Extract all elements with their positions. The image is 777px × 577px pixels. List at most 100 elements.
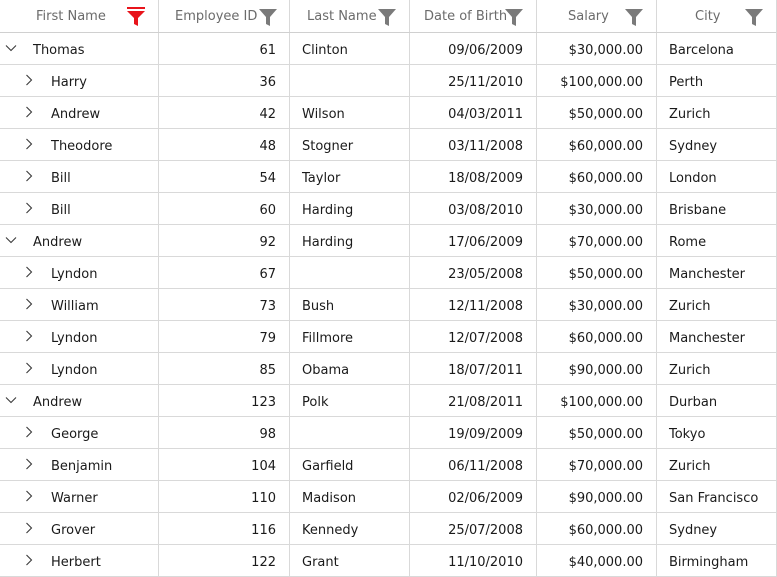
cell-city[interactable]: Rome xyxy=(657,225,777,257)
cell-city[interactable]: Brisbane xyxy=(657,193,777,225)
chevron-right-icon[interactable] xyxy=(22,169,36,183)
cell-salary[interactable]: $100,000.00 xyxy=(537,65,657,97)
cell-last[interactable]: Harding xyxy=(290,193,410,225)
cell-salary[interactable]: $100,000.00 xyxy=(537,385,657,417)
cell-id[interactable]: 60 xyxy=(159,193,290,225)
cell-first[interactable]: Andrew xyxy=(0,225,159,257)
cell-city[interactable]: Barcelona xyxy=(657,33,777,65)
filter-icon[interactable] xyxy=(623,6,645,28)
cell-salary[interactable]: $70,000.00 xyxy=(537,449,657,481)
cell-salary[interactable]: $60,000.00 xyxy=(537,129,657,161)
column-header-dob[interactable]: Date of Birth xyxy=(410,0,537,32)
filter-icon[interactable] xyxy=(503,6,525,28)
cell-city[interactable]: Zurich xyxy=(657,449,777,481)
chevron-down-icon[interactable] xyxy=(4,41,18,55)
cell-first[interactable]: Grover xyxy=(0,513,159,545)
cell-salary[interactable]: $30,000.00 xyxy=(537,193,657,225)
chevron-right-icon[interactable] xyxy=(22,73,36,87)
filter-icon[interactable] xyxy=(743,6,765,28)
column-header-first[interactable]: First Name xyxy=(0,0,159,32)
chevron-right-icon[interactable] xyxy=(22,201,36,215)
cell-dob[interactable]: 06/11/2008 xyxy=(410,449,537,481)
child-row[interactable]: Theodore 48 Stogner 03/11/2008 $60,000.00 Syd… xyxy=(0,129,777,161)
cell-id[interactable]: 48 xyxy=(159,129,290,161)
cell-city[interactable]: Zurich xyxy=(657,289,777,321)
cell-id[interactable]: 79 xyxy=(159,321,290,353)
chevron-down-icon[interactable] xyxy=(4,233,18,247)
child-row[interactable]: Lyndon 67 23/05/2008 $50,000.00 Manchester xyxy=(0,257,777,289)
column-header-last[interactable]: Last Name xyxy=(290,0,410,32)
cell-salary[interactable]: $60,000.00 xyxy=(537,161,657,193)
cell-dob[interactable]: 03/08/2010 xyxy=(410,193,537,225)
cell-last[interactable]: Bush xyxy=(290,289,410,321)
cell-dob[interactable]: 12/07/2008 xyxy=(410,321,537,353)
cell-id[interactable]: 98 xyxy=(159,417,290,449)
filter-icon[interactable] xyxy=(376,6,398,28)
cell-city[interactable]: Durban xyxy=(657,385,777,417)
cell-city[interactable]: Sydney xyxy=(657,129,777,161)
cell-salary[interactable]: $70,000.00 xyxy=(537,225,657,257)
cell-id[interactable]: 92 xyxy=(159,225,290,257)
cell-city[interactable]: San Francisco xyxy=(657,481,777,513)
child-row[interactable]: Harry 36 25/11/2010 $100,000.00 Perth xyxy=(0,65,777,97)
cell-salary[interactable]: $90,000.00 xyxy=(537,353,657,385)
cell-city[interactable]: Manchester xyxy=(657,257,777,289)
cell-first[interactable]: Benjamin xyxy=(0,449,159,481)
cell-first[interactable]: Herbert xyxy=(0,545,159,577)
cell-last[interactable] xyxy=(290,65,410,97)
cell-salary[interactable]: $90,000.00 xyxy=(537,481,657,513)
cell-salary[interactable]: $60,000.00 xyxy=(537,513,657,545)
chevron-right-icon[interactable] xyxy=(22,457,36,471)
chevron-right-icon[interactable] xyxy=(22,329,36,343)
chevron-right-icon[interactable] xyxy=(22,361,36,375)
child-row[interactable]: Andrew 42 Wilson 04/03/2011 $50,000.00 Zurich xyxy=(0,97,777,129)
cell-salary[interactable]: $30,000.00 xyxy=(537,33,657,65)
cell-last[interactable]: Wilson xyxy=(290,97,410,129)
cell-first[interactable]: Thomas xyxy=(0,33,159,65)
child-row[interactable]: Bill 60 Harding 03/08/2010 $30,000.00 Brisban… xyxy=(0,193,777,225)
child-row[interactable]: Lyndon 85 Obama 18/07/2011 $90,000.00 Zurich xyxy=(0,353,777,385)
cell-dob[interactable]: 23/05/2008 xyxy=(410,257,537,289)
child-row[interactable]: Bill 54 Taylor 18/08/2009 $60,000.00 London xyxy=(0,161,777,193)
cell-first[interactable]: Lyndon xyxy=(0,257,159,289)
cell-id[interactable]: 73 xyxy=(159,289,290,321)
cell-first[interactable]: Bill xyxy=(0,193,159,225)
cell-last[interactable] xyxy=(290,257,410,289)
cell-dob[interactable]: 21/08/2011 xyxy=(410,385,537,417)
filter-active-icon[interactable] xyxy=(125,6,147,28)
cell-id[interactable]: 54 xyxy=(159,161,290,193)
cell-id[interactable]: 42 xyxy=(159,97,290,129)
cell-salary[interactable]: $60,000.00 xyxy=(537,321,657,353)
cell-id[interactable]: 122 xyxy=(159,545,290,577)
cell-id[interactable]: 67 xyxy=(159,257,290,289)
child-row[interactable]: William 73 Bush 12/11/2008 $30,000.00 Zurich xyxy=(0,289,777,321)
cell-id[interactable]: 61 xyxy=(159,33,290,65)
group-row[interactable]: Thomas 61 Clinton 09/06/2009 $30,000.00 Barce… xyxy=(0,33,777,65)
chevron-right-icon[interactable] xyxy=(22,553,36,567)
cell-first[interactable]: Harry xyxy=(0,65,159,97)
cell-id[interactable]: 104 xyxy=(159,449,290,481)
child-row[interactable]: Grover 116 Kennedy 25/07/2008 $60,000.00 Sydn… xyxy=(0,513,777,545)
child-row[interactable]: Herbert 122 Grant 11/10/2010 $40,000.00 Birmi… xyxy=(0,545,777,577)
column-header-id[interactable]: Employee ID xyxy=(159,0,290,32)
cell-city[interactable]: Tokyo xyxy=(657,417,777,449)
cell-first[interactable]: George xyxy=(0,417,159,449)
chevron-right-icon[interactable] xyxy=(22,425,36,439)
cell-salary[interactable]: $30,000.00 xyxy=(537,289,657,321)
cell-last[interactable]: Fillmore xyxy=(290,321,410,353)
cell-dob[interactable]: 04/03/2011 xyxy=(410,97,537,129)
cell-first[interactable]: Lyndon xyxy=(0,321,159,353)
cell-last[interactable]: Grant xyxy=(290,545,410,577)
cell-last[interactable]: Madison xyxy=(290,481,410,513)
cell-salary[interactable]: $50,000.00 xyxy=(537,97,657,129)
child-row[interactable]: Lyndon 79 Fillmore 12/07/2008 $60,000.00 Manc… xyxy=(0,321,777,353)
cell-city[interactable]: Sydney xyxy=(657,513,777,545)
cell-last[interactable]: Polk xyxy=(290,385,410,417)
cell-first[interactable]: Andrew xyxy=(0,97,159,129)
chevron-right-icon[interactable] xyxy=(22,137,36,151)
cell-id[interactable]: 123 xyxy=(159,385,290,417)
cell-dob[interactable]: 25/11/2010 xyxy=(410,65,537,97)
filter-icon[interactable] xyxy=(257,6,279,28)
chevron-right-icon[interactable] xyxy=(22,521,36,535)
cell-city[interactable]: Perth xyxy=(657,65,777,97)
